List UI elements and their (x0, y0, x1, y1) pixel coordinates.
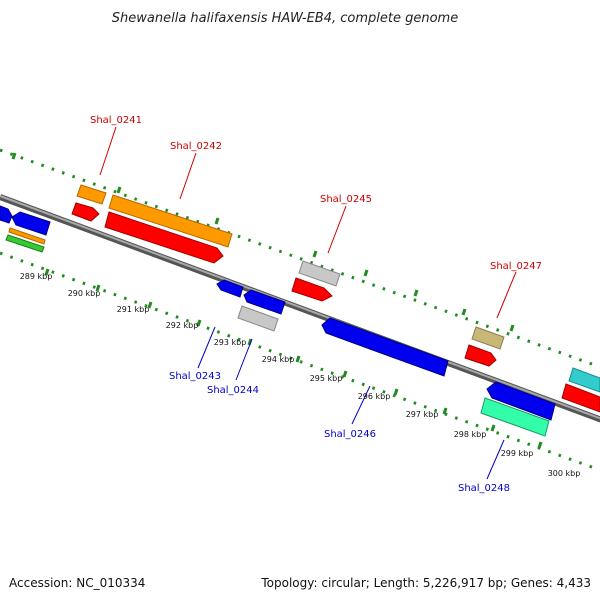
tick-label-299: 299 kbp (501, 449, 534, 458)
gene-label-shal-0243[interactable]: Shal_0243 (169, 371, 221, 382)
tick-label-298: 298 kbp (454, 430, 487, 439)
gene-blue-0243 (216, 279, 244, 298)
gene-red-0241 (71, 202, 100, 222)
outer-track-ticks (11, 152, 515, 332)
gene-orange-0241 (76, 184, 107, 205)
gene-orange-left (8, 227, 46, 245)
gene-red-0242 (104, 211, 224, 264)
gene-label-shal-0244[interactable]: Shal_0244 (207, 385, 259, 396)
tick-label-292: 292 kbp (166, 321, 199, 330)
gene-label-shal-0241[interactable]: Shal_0241 (90, 115, 142, 126)
gene-khaki-0247 (471, 326, 505, 350)
gene-green-left (5, 234, 45, 253)
gene-red-0247 (464, 344, 497, 367)
tick-label-295: 295 kbp (310, 374, 343, 383)
tick-label-289: 289 kbp (20, 272, 53, 281)
gene-red-0245 (291, 277, 333, 302)
tick-label-296: 296 kbp (358, 392, 391, 401)
gene-orange-0242 (108, 194, 233, 248)
genome-summary-text: Topology: circular; Length: 5,226,917 bp… (260, 576, 591, 590)
gene-label-shal-0245[interactable]: Shal_0245 (320, 194, 372, 205)
inner-dotted-track (0, 251, 600, 472)
tick-label-290: 290 kbp (68, 289, 101, 298)
gene-blue-left-a (0, 205, 13, 224)
genome-backbone-highlight (0, 195, 600, 420)
gene-blue-0248 (486, 381, 556, 421)
gene-grey-0244 (237, 305, 279, 332)
accession-text: Accession: NC_010334 (9, 576, 145, 590)
gene-label-shal-0248[interactable]: Shal_0248 (458, 483, 510, 494)
tick-label-294: 294 kbp (262, 355, 295, 364)
tick-label-291: 291 kbp (117, 305, 150, 314)
gene-blue-0246 (321, 317, 449, 377)
outer-dotted-track (0, 148, 600, 369)
tick-label-297: 297 kbp (406, 410, 439, 419)
tick-label-300: 300 kbp (548, 469, 581, 478)
map-title: Shewanella halifaxensis HAW-EB4, complet… (112, 11, 458, 26)
gene-label-shal-0242[interactable]: Shal_0242 (170, 141, 222, 152)
gene-blue-left-b (11, 211, 51, 236)
forward-features (71, 184, 600, 413)
inner-track-ticks (44, 268, 543, 449)
tick-label-293: 293 kbp (214, 338, 247, 347)
callout-lines (99, 126, 517, 480)
gene-red-right (561, 383, 600, 413)
gene-mint-0248 (480, 397, 550, 437)
reverse-features (0, 205, 556, 437)
gene-blue-0244 (243, 289, 286, 315)
gene-grey-0245 (298, 260, 341, 287)
gene-teal-right (568, 367, 600, 393)
gene-label-shal-0247[interactable]: Shal_0247 (490, 261, 542, 272)
gene-label-shal-0246[interactable]: Shal_0246 (324, 429, 376, 440)
